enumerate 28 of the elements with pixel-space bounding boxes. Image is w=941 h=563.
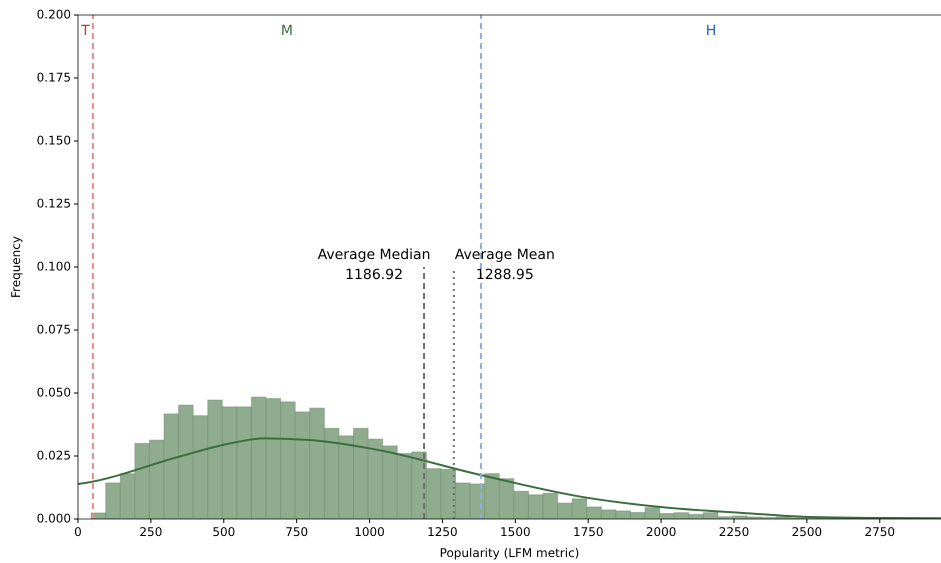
ref-line-label: Average Median 1186.92 — [318, 247, 430, 283]
x-tick-label: 250 — [139, 525, 162, 539]
y-tick-label: 0.200 — [36, 7, 71, 22]
x-tick-label: 1500 — [500, 525, 531, 539]
ref-line-label: Average Mean 1288.95 — [454, 247, 555, 283]
y-tick-label: 0.175 — [36, 70, 71, 84]
x-tick-label: 2000 — [646, 525, 676, 539]
annotation: M — [280, 23, 293, 39]
x-tick-label: 2500 — [792, 525, 822, 539]
x-tick-label: 2750 — [864, 525, 896, 539]
y-tick-label: 0.050 — [36, 385, 71, 400]
x-tick-label: 2250 — [718, 525, 750, 539]
y-tick-label: 0.125 — [36, 196, 71, 210]
x-axis-title: Popularity (LFM metric) — [440, 546, 580, 560]
y-tick-label: 0.075 — [36, 322, 71, 336]
x-tick-label: 1250 — [427, 525, 458, 539]
y-tick-label: 0.100 — [36, 259, 71, 274]
y-tick-label: 0.025 — [36, 448, 71, 462]
y-tick-label: 0.000 — [36, 511, 71, 526]
x-tick-label: 1000 — [354, 525, 385, 539]
x-tick-label: 750 — [285, 525, 308, 539]
y-axis-title: Frequency — [9, 236, 23, 298]
annotation: T — [80, 23, 90, 39]
annotation: H — [706, 23, 716, 39]
x-tick-label: 1750 — [572, 525, 604, 539]
x-tick-label: 500 — [212, 525, 236, 539]
y-tick-label: 0.150 — [36, 133, 71, 148]
x-tick-label: 0 — [74, 525, 82, 539]
